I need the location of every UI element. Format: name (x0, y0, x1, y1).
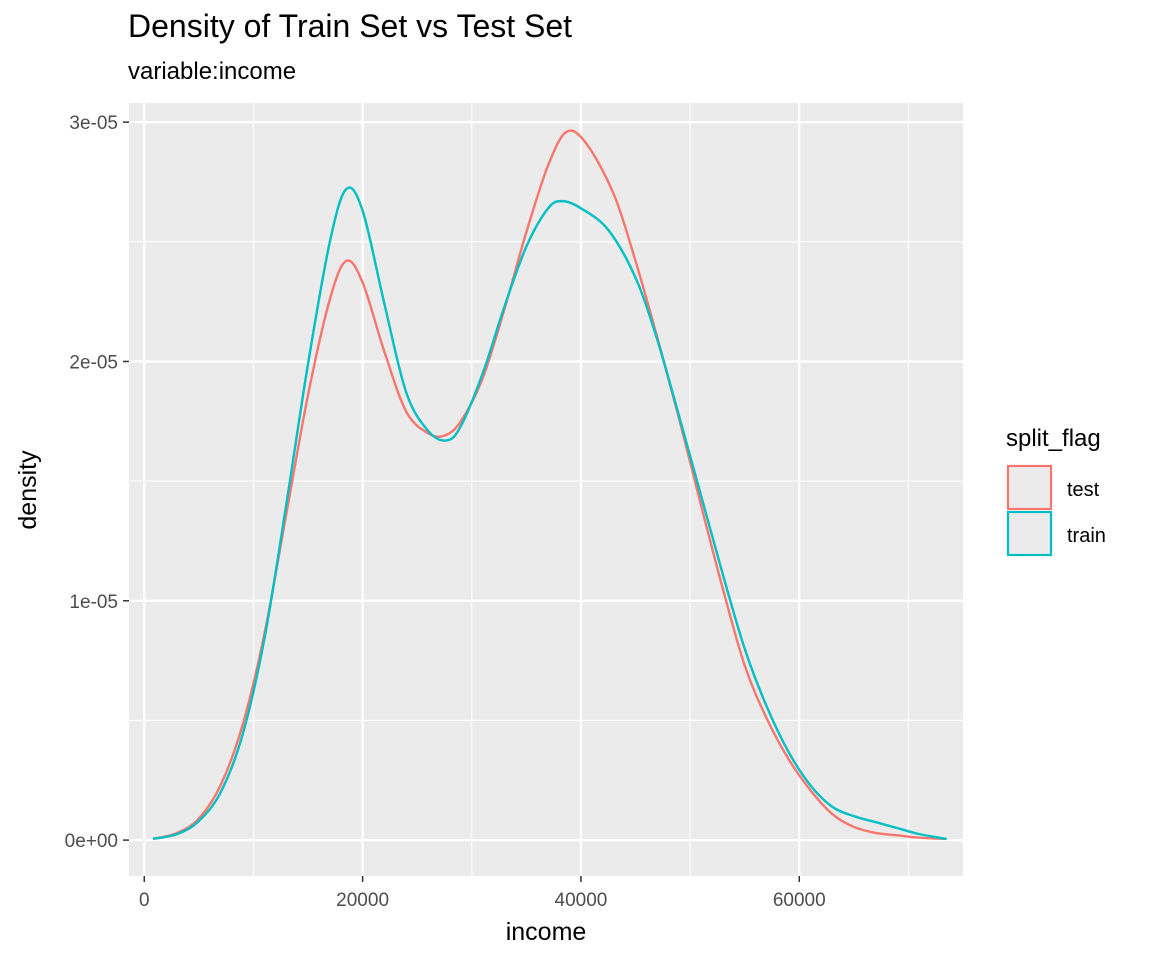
major-grid (129, 103, 963, 876)
y-tick-label: 0e+00 (65, 831, 118, 852)
legend-key-train (1006, 510, 1053, 557)
y-axis-title: density (14, 450, 42, 530)
x-tick-label: 20000 (336, 890, 389, 911)
y-tick-label: 2e-05 (69, 352, 118, 373)
chart-title: Density of Train Set vs Test Set (128, 8, 573, 44)
legend: split_flag test train (1006, 425, 1106, 557)
y-tick-label: 1e-05 (69, 592, 118, 613)
legend-label-test: test (1067, 479, 1100, 501)
y-axis: 0e+00 1e-05 2e-05 3e-05 (65, 113, 129, 852)
legend-items: test train (1006, 464, 1106, 557)
minor-grid (129, 103, 963, 876)
series-lines (152, 129, 947, 841)
plot-panel (129, 103, 963, 876)
x-tick-label: 40000 (555, 890, 608, 911)
legend-key-test (1006, 464, 1053, 511)
x-axis: 0 20000 40000 60000 (139, 876, 826, 911)
series-line-test (152, 129, 947, 841)
legend-title: split_flag (1006, 425, 1101, 452)
chart-subtitle: variable:income (128, 58, 297, 85)
x-axis-title: income (506, 918, 587, 946)
legend-label-train: train (1067, 525, 1106, 547)
series-line-train (152, 186, 947, 841)
y-tick-label: 3e-05 (69, 113, 118, 134)
x-tick-label: 0 (139, 890, 150, 911)
x-tick-label: 60000 (773, 890, 826, 911)
